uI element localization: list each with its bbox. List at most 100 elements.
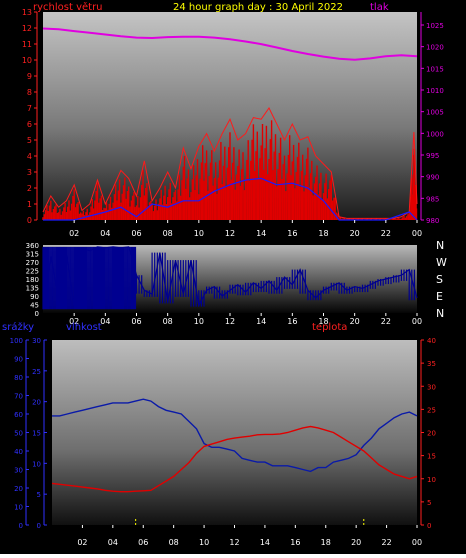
- pressure-axis-label: 1000: [426, 130, 444, 138]
- direction-series: [42, 246, 415, 310]
- compass-label: N: [436, 307, 444, 320]
- wind-speed-line: [42, 107, 418, 219]
- wind-axis-label: 5: [27, 136, 32, 145]
- pressure-axis-label: 1020: [426, 44, 444, 52]
- x-tick-label: 18: [318, 229, 328, 238]
- wind-axis-label: 3: [27, 168, 32, 177]
- pressure-axis-label: 980: [426, 217, 439, 225]
- axis-layer: 0123456789101112139809859909951000100510…: [10, 8, 447, 547]
- compass-label: N: [436, 239, 444, 252]
- x-tick-label: 16: [290, 538, 300, 547]
- rain-axis-label: 50: [14, 430, 23, 438]
- rain-axis-label: 70: [14, 393, 23, 401]
- direction-axis-label: 180: [26, 276, 39, 284]
- wind-axis-label: 8: [27, 88, 32, 97]
- rain-axis-label: 10: [14, 504, 23, 512]
- pressure-line: [42, 27, 418, 61]
- humidity-axis-label: 10: [32, 460, 41, 468]
- x-tick-label: 06: [131, 229, 141, 238]
- humidity-axis-label: 0: [37, 522, 41, 530]
- rain-axis-label: 100: [10, 337, 23, 345]
- humidity-line: [52, 398, 418, 473]
- x-tick-label: 02: [77, 538, 87, 547]
- rain-axis-label: 30: [14, 467, 23, 475]
- direction-axis-label: 225: [26, 268, 39, 276]
- rain-axis-label: 40: [14, 448, 23, 456]
- x-tick-label: 20: [350, 317, 360, 326]
- x-tick-label: 10: [199, 538, 209, 547]
- x-tick-label: 00: [412, 229, 422, 238]
- x-tick-label: 08: [169, 538, 179, 547]
- x-tick-label: 06: [131, 317, 141, 326]
- wind-axis-label: 13: [22, 8, 32, 17]
- pressure-axis-title: tlak: [370, 2, 389, 13]
- x-tick-label: 14: [256, 229, 266, 238]
- x-tick-label: 20: [350, 229, 360, 238]
- wind-axis-label: 12: [22, 24, 32, 33]
- x-tick-label: 02: [69, 317, 79, 326]
- chart-title: 24 hour graph day : 30 April 2022: [173, 2, 343, 13]
- x-tick-label: 22: [381, 317, 391, 326]
- pressure-axis-label: 1025: [426, 22, 444, 30]
- compass-label: S: [436, 273, 443, 286]
- x-tick-label: 12: [229, 538, 239, 547]
- x-tick-label: 08: [163, 229, 173, 238]
- x-tick-label: 00: [412, 317, 422, 326]
- temperature-axis-label: 20: [427, 430, 436, 438]
- temperature-axis-label: 10: [427, 476, 436, 484]
- rain-axis-label: 90: [14, 356, 23, 364]
- wind-average-line: [43, 177, 418, 221]
- pressure-axis-label: 1010: [426, 87, 444, 95]
- x-tick-label: 16: [287, 317, 297, 326]
- humidity-axis-title: vlhkost: [66, 322, 102, 333]
- direction-axis-label: 315: [26, 251, 39, 259]
- humidity-axis-label: 5: [37, 491, 41, 499]
- humidity-axis-label: 15: [32, 430, 41, 438]
- x-tick-label: 02: [69, 229, 79, 238]
- x-tick-label: 06: [138, 538, 148, 547]
- wind-axis-label: 11: [22, 40, 32, 49]
- temperature-axis-label: 35: [427, 360, 436, 368]
- x-tick-label: 22: [381, 229, 391, 238]
- x-tick-label: 16: [287, 229, 297, 238]
- wind-axis-label: 7: [27, 104, 32, 113]
- pressure-axis-label: 1005: [426, 109, 444, 117]
- wind-axis-title: rychlost větru: [33, 1, 103, 13]
- wind-axis-label: 0: [27, 216, 32, 225]
- wind-axis-label: 1: [27, 200, 32, 209]
- direction-line: [42, 246, 418, 310]
- humidity-axis-label: 25: [32, 368, 41, 376]
- humidity-axis-label: 30: [32, 337, 41, 345]
- compass-label: W: [436, 256, 447, 269]
- x-tick-label: 20: [351, 538, 361, 547]
- x-tick-label: 12: [225, 229, 235, 238]
- wind-gust-series: [42, 120, 418, 220]
- wind-axis-label: 9: [27, 72, 32, 81]
- x-tick-label: 14: [260, 538, 270, 547]
- wind-axis-label: 4: [27, 152, 32, 161]
- x-tick-label: 22: [381, 538, 391, 547]
- humidity-axis-label: 20: [32, 399, 41, 407]
- rain-axis-label: 80: [14, 374, 23, 382]
- x-tick-label: 10: [194, 317, 204, 326]
- direction-axis-label: 270: [26, 259, 39, 267]
- temperature-axis-label: 0: [427, 522, 431, 530]
- direction-axis-label: 45: [30, 302, 39, 310]
- x-tick-label: 04: [100, 229, 110, 238]
- wind-axis-label: 10: [22, 56, 32, 65]
- rain-axis-label: 0: [19, 522, 23, 530]
- x-tick-label: 18: [318, 317, 328, 326]
- pressure-axis-label: 985: [426, 195, 439, 203]
- wind-axis-label: 6: [27, 120, 32, 129]
- x-tick-label: 04: [108, 538, 118, 547]
- rain-axis-label: 60: [14, 411, 23, 419]
- direction-axis-label: 135: [26, 285, 39, 293]
- temperature-axis-label: 15: [427, 453, 436, 461]
- direction-axis-label: 90: [30, 293, 39, 301]
- temperature-axis-label: 40: [427, 337, 436, 345]
- x-tick-label: 18: [321, 538, 331, 547]
- compass-label: E: [436, 290, 443, 303]
- temperature-axis-title: teplota: [312, 322, 347, 333]
